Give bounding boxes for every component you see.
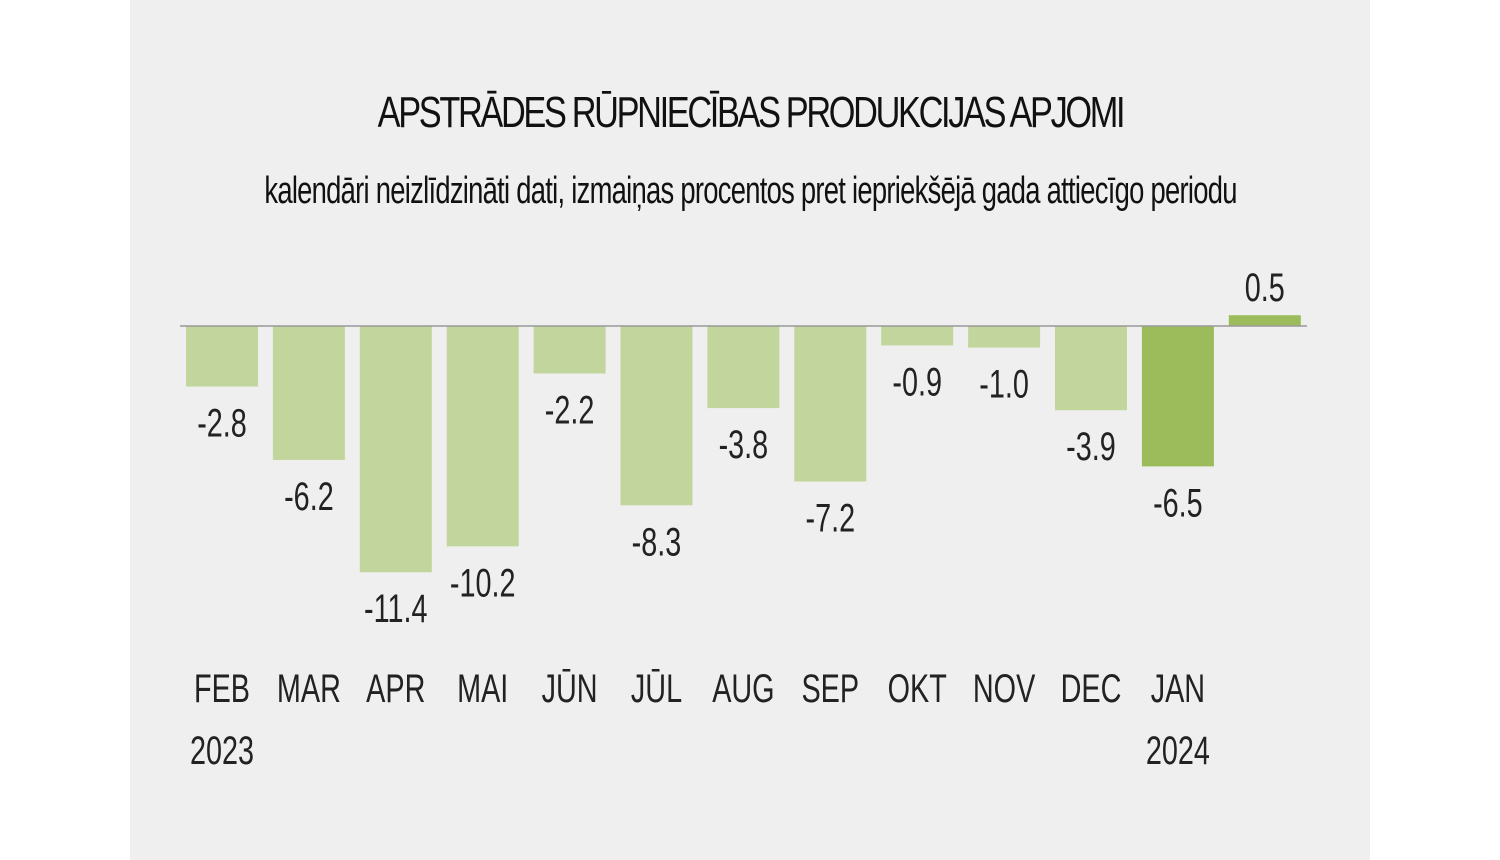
value-label-6: -8.3	[632, 520, 682, 565]
bar-6	[620, 326, 693, 506]
value-label-8: -7.2	[805, 496, 855, 541]
month-label-10: NOV	[973, 666, 1036, 711]
month-label-3: APR	[366, 666, 425, 711]
bar-1	[186, 326, 258, 387]
bar-3	[359, 326, 432, 573]
value-label-1: -2.8	[197, 401, 247, 446]
month-label-1: FEB	[194, 666, 250, 711]
month-label-2: MAR	[277, 666, 341, 711]
month-label-6: JŪL	[631, 666, 682, 711]
labels-layer: -2.8 FEB 2023 -6.2 MAR -11.4 APR -10.2 MAI -2.2 JŪ…	[190, 266, 1285, 774]
bar-9	[881, 326, 954, 346]
month-label-4: MAI	[457, 666, 508, 711]
bars-layer	[186, 315, 1301, 573]
month-label-8: SEP	[801, 666, 859, 711]
bar-5	[533, 326, 606, 374]
month-label-5: JŪN	[542, 666, 598, 711]
value-label-12: -6.5	[1153, 481, 1203, 526]
value-label-4: -10.2	[450, 561, 516, 606]
value-label-7: -3.8	[719, 423, 769, 468]
bar-13	[1228, 315, 1301, 326]
bar-11	[1055, 326, 1127, 411]
month-label-12: JAN	[1151, 666, 1205, 711]
bar-2	[272, 326, 345, 460]
chart-subtitle: kalendāri neizlīdzināti dati, izmaiņas p…	[264, 170, 1237, 212]
value-label-3: -11.4	[364, 587, 427, 632]
month-label-11: DEC	[1061, 666, 1122, 711]
month-label-7: AUG	[712, 666, 774, 711]
bar-8	[794, 326, 867, 482]
bar-4	[446, 326, 519, 547]
value-label-9: -0.9	[892, 360, 942, 405]
value-label-2: -6.2	[284, 474, 334, 519]
month-label-9: OKT	[888, 666, 947, 711]
value-label-11: -3.9	[1066, 425, 1116, 470]
bar-7	[707, 326, 780, 409]
value-label-10: -1.0	[979, 362, 1029, 407]
value-label-13: 0.5	[1245, 266, 1285, 311]
bar-10	[968, 326, 1041, 348]
year-label-12: 2024	[1146, 728, 1210, 773]
year-label-1: 2023	[190, 728, 254, 773]
value-label-5: -2.2	[545, 388, 595, 433]
chart-title: APSTRĀDES RŪPNIECĪBAS PRODUKCIJAS APJOMI	[377, 88, 1126, 137]
bar-12	[1141, 326, 1214, 467]
